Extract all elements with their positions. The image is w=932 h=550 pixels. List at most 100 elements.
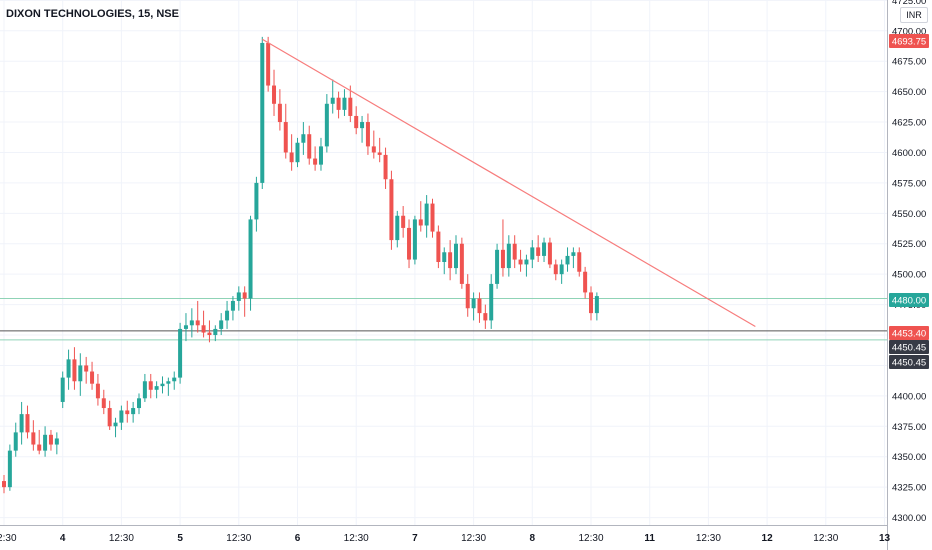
time-tick-label: 12:30: [696, 533, 721, 544]
candle-body: [500, 249, 505, 269]
candle-body: [43, 434, 48, 451]
candle-body: [524, 259, 529, 265]
candle-body: [424, 203, 429, 226]
candle-body: [48, 434, 53, 445]
price-tick-label: 4700.00: [892, 26, 926, 37]
candle-body: [483, 313, 488, 321]
time-tick-label: 4: [60, 533, 66, 544]
candle-body: [436, 231, 441, 262]
candle-body: [313, 158, 318, 165]
candle-body: [154, 386, 159, 390]
price-tick-label: 4300.00: [892, 513, 926, 524]
candle-body: [354, 115, 359, 129]
trendline: [261, 38, 756, 328]
candle-body: [242, 292, 247, 299]
candle-body: [542, 242, 547, 256]
time-tick-label: 12:30: [813, 533, 838, 544]
time-tick-label: 5: [177, 533, 183, 544]
candle-body: [360, 122, 365, 129]
price-tick-label: 4650.00: [892, 87, 926, 98]
time-tick-label: 12: [762, 533, 774, 544]
candle-body: [324, 103, 329, 147]
price-tick-label: 4325.00: [892, 483, 926, 494]
time-tick-label: 13: [879, 533, 891, 544]
candle-body: [60, 377, 65, 402]
candle-body: [371, 146, 376, 153]
price-tag-label: 4693.75: [892, 37, 926, 48]
price-tick-label: 4575.00: [892, 178, 926, 189]
candle-body: [119, 410, 124, 423]
price-tick-label: 4725.00: [892, 0, 926, 7]
candle-body: [489, 283, 494, 321]
price-tick-label: 4500.00: [892, 270, 926, 281]
candle-body: [412, 219, 417, 260]
candle-body: [283, 122, 288, 153]
candle-body: [594, 296, 599, 314]
candle-body: [230, 300, 235, 311]
price-tag-label: 4450.45: [892, 358, 926, 369]
candle-body: [107, 408, 112, 427]
candle-body: [571, 252, 576, 256]
candle-body: [547, 242, 552, 265]
candle-body: [213, 328, 218, 336]
candle-body: [166, 381, 171, 384]
currency-label[interactable]: INR: [900, 7, 928, 23]
candle-body: [137, 398, 142, 409]
candle-body: [172, 377, 177, 382]
candle-body: [530, 247, 535, 260]
chart-title: DIXON TECHNOLOGIES, 15, NSE: [6, 8, 179, 20]
candle-body: [272, 85, 277, 104]
candle-body: [348, 97, 353, 116]
candle-body: [125, 410, 130, 415]
candle-body: [7, 450, 12, 488]
price-tick-label: 4625.00: [892, 118, 926, 129]
candle-body: [142, 381, 147, 399]
price-tick-label: 4400.00: [892, 391, 926, 402]
candle-body: [178, 328, 183, 378]
candle-body: [2, 481, 6, 488]
candle-body: [66, 359, 71, 378]
candle-body: [101, 398, 106, 409]
candle-body: [401, 215, 406, 228]
candle-body: [31, 432, 36, 445]
price-tag: [889, 355, 929, 369]
candle-body: [453, 243, 458, 269]
time-tick-label: 12:30: [0, 533, 17, 544]
candle-body: [336, 97, 341, 110]
candle-body: [113, 422, 118, 427]
time-tick-label: 6: [295, 533, 301, 544]
candle-body: [207, 332, 212, 336]
candle-body: [465, 283, 470, 309]
candle-body: [201, 325, 206, 333]
candle-body: [13, 432, 18, 451]
candle-body: [589, 292, 593, 314]
price-tag-label: 4453.40: [892, 329, 926, 340]
candle-body: [72, 359, 77, 382]
price-tick-label: 4550.00: [892, 209, 926, 220]
candle-body: [236, 292, 241, 301]
candle-body: [477, 298, 482, 314]
time-tick-label: 12:30: [109, 533, 134, 544]
candle-body: [559, 264, 564, 275]
candle-body: [248, 219, 253, 299]
candle-body: [318, 146, 323, 165]
price-tick-label: 4350.00: [892, 452, 926, 463]
candle-body: [395, 215, 400, 241]
candle-body: [536, 247, 541, 256]
candle-body: [19, 414, 24, 433]
price-tag: [889, 340, 929, 354]
price-tag: [889, 293, 929, 307]
candle-body: [330, 97, 335, 104]
candle-body: [577, 252, 582, 272]
time-tick-label: 8: [530, 533, 536, 544]
candle-body: [277, 103, 282, 123]
price-tag-label: 4480.00: [892, 296, 926, 307]
candle-body: [553, 264, 558, 275]
candle-body: [254, 182, 259, 220]
price-tick-label: 4600.00: [892, 148, 926, 159]
candle-body: [54, 438, 59, 445]
candle-body: [295, 142, 300, 163]
candle-body: [365, 122, 370, 147]
time-tick-label: 7: [412, 533, 418, 544]
